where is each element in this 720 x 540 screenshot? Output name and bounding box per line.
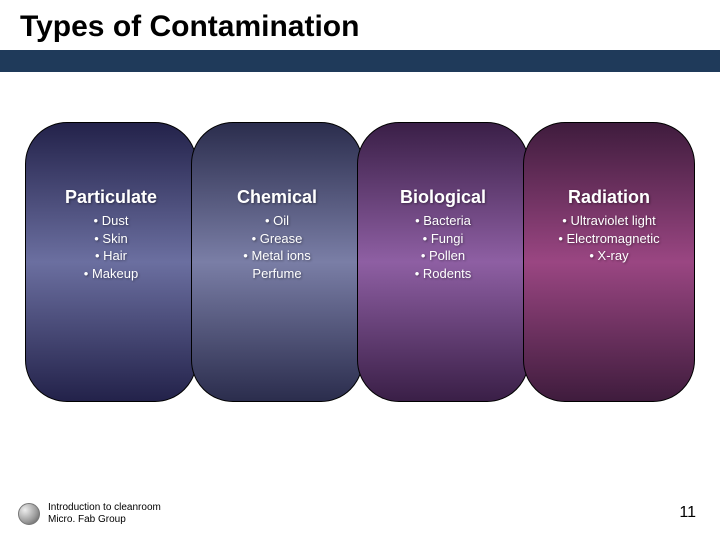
column-title: Biological xyxy=(358,187,528,208)
column-particulate: Particulate • Dust• Skin• Hair• Makeup xyxy=(25,122,197,402)
column-items: • Bacteria• Fungi• Pollen• Rodents xyxy=(358,212,528,282)
column-title: Chemical xyxy=(192,187,362,208)
footer-line2: Micro. Fab Group xyxy=(48,514,161,526)
column-title: Particulate xyxy=(26,187,196,208)
column-radiation: Radiation • Ultraviolet light• Electroma… xyxy=(523,122,695,402)
footer: Introduction to cleanroom Micro. Fab Gro… xyxy=(18,502,161,526)
footer-text: Introduction to cleanroom Micro. Fab Gro… xyxy=(48,502,161,526)
column-items: • Oil• Grease• Metal ionsPerfume xyxy=(192,212,362,282)
page-number: 11 xyxy=(679,504,696,522)
divider-bar xyxy=(0,50,720,72)
title-area: Types of Contamination xyxy=(0,0,720,50)
footer-line1: Introduction to cleanroom xyxy=(48,502,161,514)
column-title: Radiation xyxy=(524,187,694,208)
logo-icon xyxy=(18,503,40,525)
columns-container: Particulate • Dust• Skin• Hair• Makeup C… xyxy=(0,72,720,402)
column-biological: Biological • Bacteria• Fungi• Pollen• Ro… xyxy=(357,122,529,402)
column-items: • Ultraviolet light• Electromagnetic• X-… xyxy=(524,212,694,265)
column-items: • Dust• Skin• Hair• Makeup xyxy=(26,212,196,282)
column-chemical: Chemical • Oil• Grease• Metal ionsPerfum… xyxy=(191,122,363,402)
slide-title: Types of Contamination xyxy=(20,10,700,44)
